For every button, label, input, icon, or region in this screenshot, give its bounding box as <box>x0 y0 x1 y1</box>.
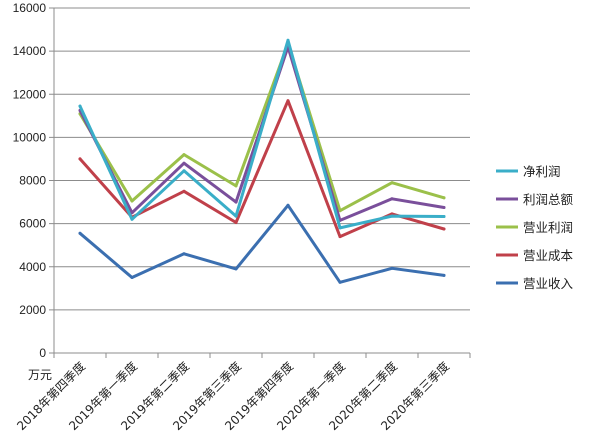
data-point-2-2 <box>182 153 186 157</box>
data-point-2-6 <box>390 181 394 185</box>
series-line-2 <box>78 42 446 213</box>
data-point-4-2 <box>182 169 186 173</box>
legend-label-0: 净利润 <box>523 164 561 179</box>
y-tick-label-16000: 16000 <box>13 1 47 15</box>
data-point-0-5 <box>338 280 342 284</box>
data-point-3-2 <box>182 161 186 165</box>
series-line-3 <box>78 45 446 222</box>
series-line-0 <box>78 203 446 284</box>
data-point-0-0 <box>78 231 82 235</box>
legend-label-4: 营业收入 <box>523 276 574 291</box>
series-lines <box>78 38 446 284</box>
data-point-0-3 <box>234 267 238 271</box>
y-tick-label-8000: 8000 <box>19 174 46 188</box>
data-point-2-1 <box>130 199 134 203</box>
data-point-4-5 <box>338 226 342 230</box>
data-point-4-3 <box>234 214 238 218</box>
y-tick-label-10000: 10000 <box>13 130 47 144</box>
data-point-2-3 <box>234 184 238 188</box>
data-point-1-2 <box>182 189 186 193</box>
data-point-3-6 <box>390 197 394 201</box>
data-point-1-0 <box>78 157 82 161</box>
y-tick-label-4000: 4000 <box>19 260 46 274</box>
data-point-3-3 <box>234 200 238 204</box>
data-point-0-7 <box>442 273 446 277</box>
data-point-4-1 <box>130 217 134 221</box>
data-point-1-5 <box>338 235 342 239</box>
data-point-1-4 <box>286 99 290 103</box>
y-tick-label-14000: 14000 <box>13 44 47 58</box>
y-tick-label-6000: 6000 <box>19 217 46 231</box>
data-point-1-7 <box>442 227 446 231</box>
legend-label-2: 营业利润 <box>523 220 573 235</box>
data-point-0-6 <box>390 266 394 270</box>
data-point-4-0 <box>78 104 82 108</box>
data-point-2-7 <box>442 196 446 200</box>
y-tick-label-12000: 12000 <box>13 87 47 101</box>
data-point-3-7 <box>442 206 446 209</box>
data-point-3-1 <box>130 211 134 215</box>
series-line-4 <box>78 38 446 230</box>
data-point-0-2 <box>182 252 186 256</box>
y-tick-label-2000: 2000 <box>19 303 46 317</box>
y-axis-unit-label: 万元 <box>28 368 52 382</box>
data-point-4-6 <box>390 214 394 218</box>
data-point-1-3 <box>234 221 238 224</box>
data-point-4-4 <box>286 38 290 42</box>
data-point-4-7 <box>442 215 446 218</box>
legend-label-3: 营业成本 <box>523 248 574 263</box>
data-point-0-1 <box>130 276 134 279</box>
data-point-2-5 <box>338 209 342 213</box>
y-tick-label-0: 0 <box>39 346 46 360</box>
gridlines <box>54 7 470 311</box>
legend-label-1: 利润总额 <box>523 192 574 207</box>
data-point-0-4 <box>286 203 290 207</box>
